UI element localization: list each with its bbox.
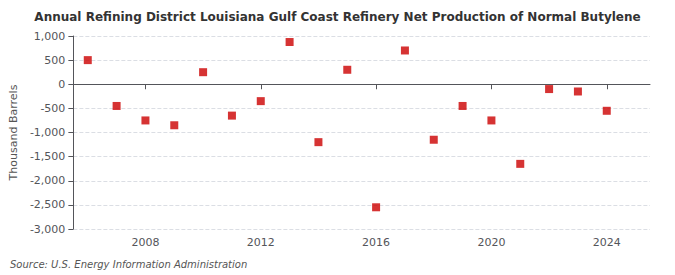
svg-text:-500: -500 (40, 102, 65, 115)
svg-text:1,000: 1,000 (34, 30, 66, 43)
svg-text:-1,500: -1,500 (30, 150, 65, 163)
svg-text:2016: 2016 (362, 236, 390, 249)
svg-text:-1,000: -1,000 (30, 126, 65, 139)
svg-text:500: 500 (44, 54, 65, 67)
svg-text:Thousand Barrels: Thousand Barrels (7, 84, 20, 181)
svg-text:-2,500: -2,500 (30, 198, 65, 211)
svg-text:2020: 2020 (477, 236, 505, 249)
svg-text:-3,000: -3,000 (30, 223, 65, 236)
svg-text:Annual Refining District Louis: Annual Refining District Louisiana Gulf … (34, 10, 640, 24)
svg-text:0: 0 (58, 78, 65, 91)
svg-text:Source: U.S. Energy Informatio: Source: U.S. Energy Information Administ… (10, 259, 247, 270)
svg-text:2012: 2012 (247, 236, 275, 249)
svg-text:2024: 2024 (593, 236, 621, 249)
svg-text:-2,000: -2,000 (30, 174, 65, 187)
svg-text:2008: 2008 (131, 236, 159, 249)
